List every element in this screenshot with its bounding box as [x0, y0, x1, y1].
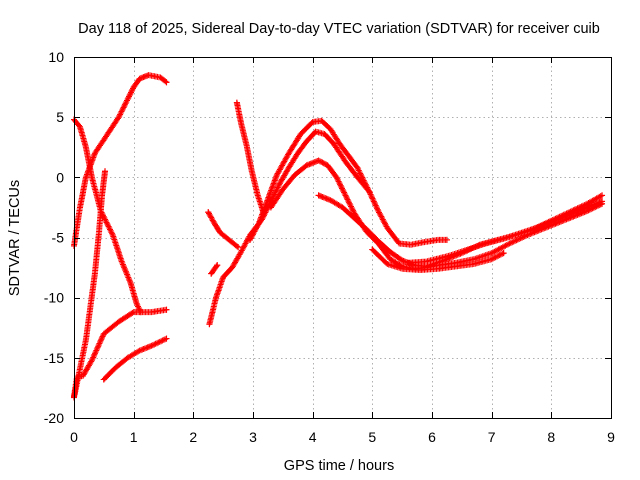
series-arc-9	[208, 262, 221, 277]
data-series	[71, 72, 606, 401]
x-tick-label: 8	[547, 429, 555, 445]
x-axis-title: GPS time / hours	[284, 458, 394, 474]
y-tick-label: 0	[56, 169, 64, 185]
series-end-point	[102, 168, 109, 175]
x-tick-label: 2	[189, 429, 197, 445]
series-end-point	[163, 306, 170, 313]
series-start-point	[369, 246, 376, 253]
series-end-point	[214, 262, 221, 269]
series-start-point	[206, 321, 213, 328]
series-start-point	[247, 236, 254, 243]
x-tick-label: 9	[607, 429, 615, 445]
x-tick-label: 3	[249, 429, 257, 445]
series-arc-10	[247, 117, 450, 248]
series-end-point	[137, 309, 144, 316]
y-tick-label: -10	[44, 290, 64, 306]
series-start-point	[205, 209, 212, 216]
x-tick-label: 0	[70, 429, 78, 445]
series-end-point	[235, 244, 242, 251]
series-end-point	[500, 250, 507, 257]
x-tick-label: 6	[428, 429, 436, 445]
series-end-point	[163, 79, 170, 86]
series-arc-4	[71, 168, 109, 401]
series-arc-5	[100, 335, 170, 383]
chart-title: Day 118 of 2025, Sidereal Day-to-day VTE…	[78, 21, 600, 37]
y-tick-label: -5	[52, 230, 65, 246]
series-start-point	[233, 99, 240, 106]
series-start-point	[315, 192, 322, 199]
series-end-point	[599, 192, 606, 199]
series-start-point	[208, 270, 215, 277]
y-tick-label: -20	[44, 410, 64, 426]
y-tick-label: 5	[56, 109, 64, 125]
series-start-point	[100, 376, 107, 383]
x-tick-label: 5	[368, 429, 376, 445]
series-arc-13	[369, 246, 507, 273]
series-arc-7	[233, 99, 267, 217]
series-arc-8	[205, 209, 242, 251]
series-end-point	[443, 236, 450, 243]
x-tick-label: 7	[488, 429, 496, 445]
series-end-point	[599, 198, 606, 205]
y-tick-label: -15	[44, 350, 64, 366]
x-tick-labels: 0 1 2 3 4 5 6 7 8 9	[70, 429, 615, 445]
y-tick-labels: -20 -15 -10 -5 0 5 10	[44, 49, 64, 426]
series-arc-14	[405, 198, 606, 266]
y-axis-title: SDTVAR / TECUs	[7, 180, 23, 296]
series-start-point	[267, 204, 274, 211]
series-start-point	[405, 259, 412, 266]
x-tick-label: 4	[309, 429, 317, 445]
plot-frame	[74, 57, 612, 419]
y-tick-label: 10	[48, 49, 64, 65]
series-end-point	[163, 335, 170, 342]
x-tick-label: 1	[130, 429, 138, 445]
